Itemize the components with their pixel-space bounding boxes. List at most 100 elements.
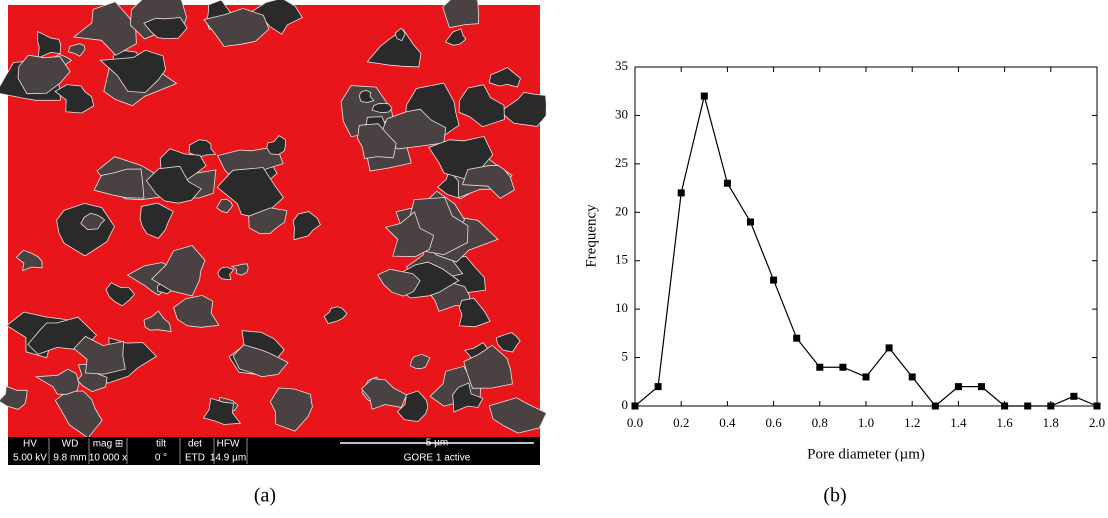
pore bbox=[463, 344, 513, 389]
y-tick-label: 5 bbox=[622, 349, 629, 364]
pore bbox=[357, 123, 397, 159]
pore bbox=[151, 245, 206, 297]
x-tick-label: 1.8 bbox=[1043, 415, 1059, 430]
info-value: 9.8 mm bbox=[53, 453, 86, 464]
pore bbox=[266, 135, 287, 156]
x-tick-label: 0.2 bbox=[673, 415, 689, 430]
pore bbox=[452, 382, 484, 413]
plot-frame bbox=[634, 66, 1098, 407]
pore bbox=[396, 390, 429, 422]
pore bbox=[188, 139, 217, 158]
pore bbox=[488, 67, 521, 88]
pore bbox=[232, 344, 289, 378]
marker bbox=[770, 276, 778, 284]
pore bbox=[202, 397, 242, 425]
info-label: tilt bbox=[156, 439, 166, 450]
pore bbox=[99, 49, 167, 93]
marker bbox=[747, 218, 754, 226]
marker bbox=[700, 92, 708, 100]
x-tick-label: 0.0 bbox=[627, 415, 643, 430]
pore bbox=[361, 378, 408, 410]
info-label: HFW bbox=[217, 439, 240, 450]
marker bbox=[1070, 392, 1078, 400]
pore bbox=[67, 43, 86, 57]
info-label: det bbox=[188, 439, 202, 450]
marker bbox=[1047, 402, 1055, 410]
pore bbox=[105, 282, 136, 307]
pore bbox=[488, 397, 547, 434]
pore bbox=[395, 27, 406, 42]
pore bbox=[359, 90, 375, 103]
y-tick-label: 25 bbox=[615, 155, 628, 170]
line bbox=[634, 95, 1098, 407]
pore bbox=[37, 30, 62, 59]
marker bbox=[954, 383, 962, 391]
pore bbox=[323, 306, 348, 324]
pore bbox=[143, 17, 188, 40]
pore bbox=[34, 368, 80, 395]
y-tick-label: 15 bbox=[615, 252, 628, 267]
marker bbox=[816, 363, 824, 371]
x-tick-label: 0.6 bbox=[765, 415, 782, 430]
pore bbox=[73, 335, 126, 375]
pore bbox=[0, 385, 28, 410]
marker bbox=[677, 189, 685, 197]
pore bbox=[269, 387, 313, 432]
scale-bar-label: 5 µm bbox=[426, 438, 448, 449]
pore bbox=[72, 1, 137, 56]
pore bbox=[216, 198, 233, 214]
pore bbox=[442, 0, 480, 29]
sample-label: GORE 1 active bbox=[404, 453, 471, 464]
x-tick-label: 1.2 bbox=[904, 415, 920, 430]
marker bbox=[1024, 402, 1032, 410]
pore bbox=[409, 353, 431, 370]
info-value: 5.00 kV bbox=[13, 453, 47, 464]
y-tick-label: 10 bbox=[615, 300, 628, 315]
pore bbox=[384, 211, 435, 258]
y-tick-label: 30 bbox=[615, 106, 628, 121]
x-tick-label: 0.4 bbox=[719, 415, 736, 430]
pore bbox=[15, 249, 43, 272]
pore bbox=[366, 28, 422, 68]
marker bbox=[908, 373, 916, 381]
pore bbox=[379, 108, 447, 150]
caption: (a) bbox=[254, 485, 276, 507]
sem-image bbox=[0, 0, 547, 439]
y-tick-label: 35 bbox=[615, 58, 628, 73]
marker bbox=[723, 179, 731, 187]
info-label: WD bbox=[62, 439, 79, 450]
pore bbox=[80, 212, 106, 231]
marker bbox=[862, 373, 870, 381]
x-tick-label: 1.0 bbox=[858, 415, 874, 430]
info-bar bbox=[8, 437, 540, 465]
x-tick-label: 1.4 bbox=[950, 415, 967, 430]
pore bbox=[444, 28, 467, 46]
marker bbox=[793, 334, 801, 342]
info-label: mag ⊞ bbox=[93, 439, 124, 450]
pore bbox=[499, 91, 547, 127]
pore bbox=[145, 165, 202, 204]
pore bbox=[377, 268, 421, 297]
pore bbox=[458, 84, 505, 128]
marker bbox=[978, 383, 985, 391]
marker bbox=[654, 383, 662, 391]
pore bbox=[371, 102, 393, 114]
y-tick-label: 20 bbox=[615, 203, 628, 218]
pore bbox=[17, 54, 71, 95]
pore bbox=[248, 207, 288, 235]
pore bbox=[458, 297, 491, 328]
caption: (b) bbox=[823, 485, 846, 507]
info-value: ETD bbox=[185, 453, 205, 464]
pore bbox=[203, 7, 270, 47]
y-axis-label: Frequency bbox=[583, 204, 599, 268]
marker bbox=[1093, 402, 1101, 410]
marker bbox=[839, 363, 847, 371]
pore bbox=[54, 84, 95, 114]
pore bbox=[139, 202, 174, 239]
x-tick-label: 1.6 bbox=[996, 415, 1013, 430]
x-tick-label: 0.8 bbox=[812, 415, 828, 430]
info-value: 0 ° bbox=[155, 453, 167, 464]
info-value: 14.9 µm bbox=[210, 453, 246, 464]
pore bbox=[217, 266, 235, 281]
